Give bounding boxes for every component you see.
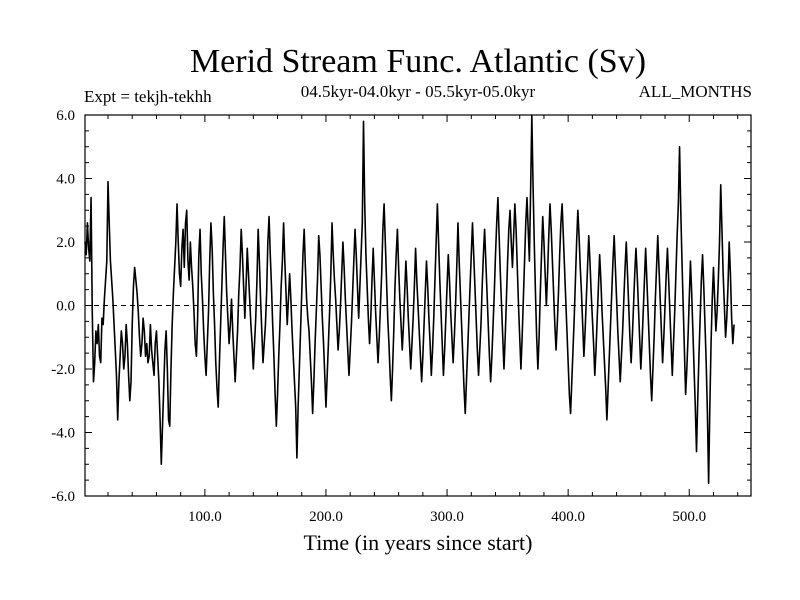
x-tick-label: 300.0 (430, 509, 464, 525)
months-label: ALL_MONTHS (639, 82, 752, 101)
y-tick-label: -2.0 (51, 362, 75, 378)
y-tick-label: 0.0 (56, 299, 75, 315)
x-tick-label: 500.0 (672, 509, 706, 525)
plot-frame (84, 114, 752, 497)
y-tick-label: 2.0 (56, 235, 75, 251)
y-tick-label: 6.0 (56, 108, 75, 124)
chart-title: Merid Stream Func. Atlantic (Sv) (190, 43, 646, 80)
axis-ticks: 100.0 200.0 300.0 400.0 500.0 -6.0 -4.0 -2.0 0.0… (51, 108, 751, 525)
series-group (84, 114, 735, 485)
x-tick-label: 200.0 (309, 509, 343, 525)
experiment-label: Expt = tekjh-tekhh (84, 87, 212, 106)
y-tick-label: 4.0 (56, 172, 75, 188)
y-tick-label: -6.0 (51, 489, 75, 505)
x-tick-label: 100.0 (188, 509, 222, 525)
x-tick-label: 400.0 (551, 509, 585, 525)
y-tick-label: -4.0 (51, 426, 75, 442)
series-line (84, 114, 735, 485)
x-axis-label: Time (in years since start) (304, 530, 533, 555)
chart-subtitle: 04.5kyr-04.0kyr - 05.5kyr-05.0kyr (301, 82, 536, 101)
